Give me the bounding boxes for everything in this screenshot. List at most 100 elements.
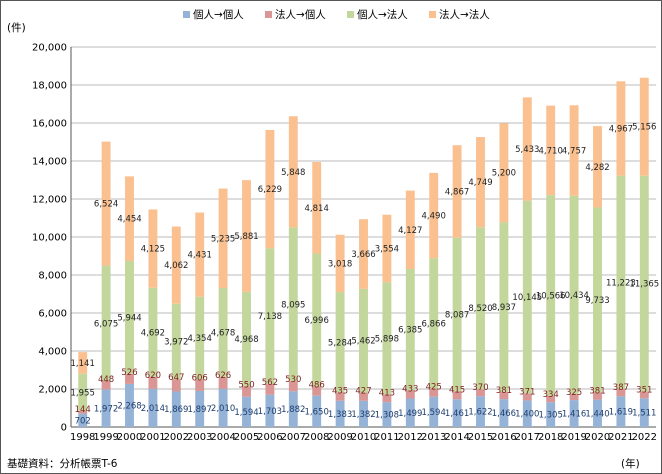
data-label: 11,223 (606, 278, 636, 288)
bar-segment (522, 200, 532, 394)
bar-segment (195, 296, 205, 380)
x-tick-label: 2001 (140, 432, 165, 443)
data-label: 1,897 (188, 405, 212, 415)
bar-segment (312, 386, 322, 396)
legend-label: 法人→個人 (275, 8, 326, 21)
data-label: 1,869 (164, 405, 188, 415)
data-label: 4,282 (585, 163, 609, 173)
data-label: 4,127 (398, 226, 422, 236)
legend-swatch (429, 11, 436, 18)
data-label: 647 (168, 373, 184, 383)
bar-segment (148, 209, 158, 288)
bar-segment (382, 394, 392, 403)
bar-segment (639, 391, 649, 399)
data-label: 606 (192, 373, 208, 383)
x-tick-label: 2016 (491, 432, 516, 443)
data-label: 6,385 (398, 326, 422, 336)
data-label: 10,566 (536, 291, 566, 301)
bar-segment (593, 126, 602, 208)
bar-segment (546, 402, 556, 427)
x-tick-label: 2010 (351, 432, 376, 443)
bar-segment (593, 399, 602, 427)
bar-segment (335, 234, 345, 293)
x-tick-label: 2004 (210, 432, 235, 443)
y-tick-label: 18,000 (32, 81, 67, 92)
bar-segment (265, 248, 275, 384)
bar-segment (405, 190, 415, 269)
data-label: 5,284 (328, 338, 352, 348)
bar-segment (452, 391, 462, 400)
data-label: 144 (75, 405, 91, 415)
bar-segment (78, 352, 88, 374)
bar-segment (429, 396, 439, 427)
data-label: 4,454 (117, 215, 141, 225)
data-label: 433 (402, 384, 418, 394)
x-tick-label: 2019 (561, 432, 586, 443)
bar-segment (452, 237, 462, 392)
y-unit-label: (件) (7, 22, 26, 34)
data-label: 1,499 (398, 409, 422, 419)
x-tick-label: 2021 (608, 432, 633, 443)
x-unit-label: (年) (621, 457, 640, 470)
x-tick-label: 2013 (421, 432, 446, 443)
legend: 個人→個人 法人→個人 個人→法人 法人→法人 (183, 8, 490, 21)
bar-segment (148, 388, 158, 427)
data-label: 1,416 (562, 410, 586, 420)
x-tick-label: 1998 (70, 432, 95, 443)
bars (78, 77, 649, 427)
y-tick-label: 2,000 (38, 385, 67, 396)
bar-segment (265, 129, 275, 249)
data-label: 5,200 (492, 169, 516, 179)
data-label: 3,554 (375, 244, 399, 254)
data-label: 6,866 (422, 319, 446, 329)
data-label: 5,156 (632, 123, 656, 133)
bar-segment (499, 222, 509, 392)
bar-segment (522, 97, 532, 201)
bar-segment (218, 288, 228, 377)
x-tick-label: 2003 (187, 432, 212, 443)
bar-segment (288, 227, 298, 382)
bar-segment (195, 379, 205, 391)
data-label: 4,968 (234, 335, 258, 345)
data-label: 4,757 (562, 146, 586, 156)
source-note: 基礎資料：分析帳票T-6 (7, 457, 118, 470)
bar-segment (195, 390, 205, 427)
data-label: 5,462 (351, 337, 375, 347)
bar-segment (499, 391, 509, 400)
data-label: 334 (543, 390, 559, 400)
data-label: 620 (145, 371, 161, 381)
axes: 0 2,000 4,000 6,000 8,000 10,000 12,000 14,000 1… (32, 43, 657, 444)
data-label: 387 (613, 383, 629, 393)
bar-segment (639, 175, 649, 392)
bar-segment (335, 392, 345, 401)
bar-segment (242, 291, 251, 387)
bar-segment (499, 123, 509, 223)
bar-segment (242, 396, 251, 427)
data-label: 4,867 (445, 187, 469, 197)
data-label: 2,010 (211, 404, 235, 414)
legend-swatch (347, 11, 354, 18)
bar-segment (195, 212, 205, 297)
data-label: 1,882 (281, 405, 305, 415)
data-label: 4,814 (305, 204, 329, 214)
data-label: 10,434 (559, 291, 589, 301)
data-label: 5,944 (117, 313, 141, 323)
bar-segment (125, 373, 134, 384)
data-label: 1,594 (422, 408, 446, 418)
bar-segment (218, 188, 228, 289)
x-tick-label: 2020 (585, 432, 610, 443)
y-tick-label: 6,000 (38, 309, 67, 320)
bar-segment (546, 395, 556, 403)
bar-segment (382, 214, 392, 283)
bar-segment (171, 379, 181, 392)
bar-segment (429, 258, 439, 389)
data-label: 2,014 (141, 404, 165, 414)
bar-segment (359, 400, 368, 427)
bar-segment (125, 176, 134, 261)
data-label: 10,145 (512, 293, 542, 303)
data-label: 626 (215, 371, 231, 381)
data-label: 4,749 (468, 178, 492, 188)
bar-segment (101, 141, 111, 266)
